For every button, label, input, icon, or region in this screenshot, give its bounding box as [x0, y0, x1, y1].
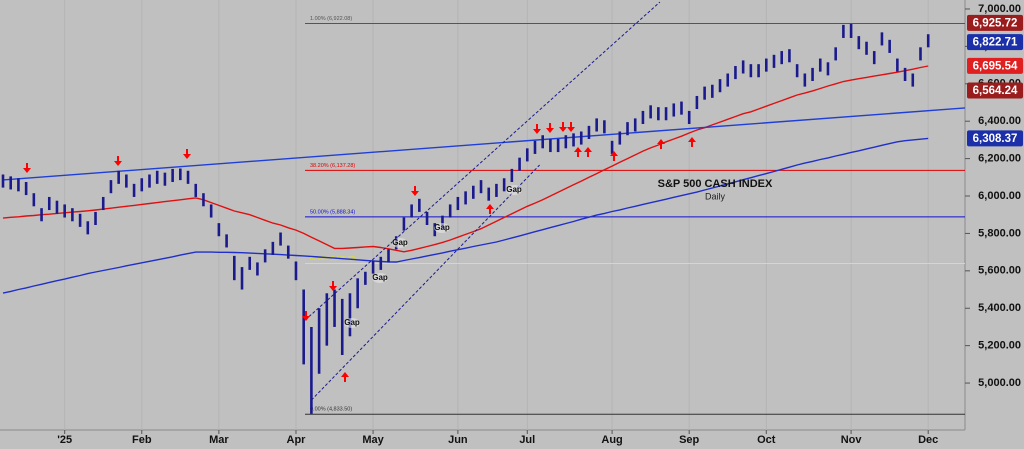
- y-tick-label: 5,000.00: [978, 377, 1021, 389]
- x-tick-label: '25: [57, 434, 72, 446]
- plot-area: 1.00% (6,922.08) 38.20% (6,137.28) 50.00% …: [1, 1, 965, 415]
- signal-arrow: [486, 204, 494, 214]
- trendline: [304, 1, 661, 321]
- gap-marker: [506, 185, 522, 195]
- signal-arrow: [411, 186, 419, 196]
- gap-marker: [344, 318, 360, 328]
- y-tick-label: 6,400.00: [978, 115, 1021, 127]
- price-label: 6,695.54: [973, 60, 1018, 72]
- signal-arrow: [559, 122, 567, 132]
- x-tick-label: Sep: [679, 434, 699, 446]
- price-label-box: [967, 130, 1023, 147]
- price-label-box: [967, 57, 1023, 74]
- moving-average: [2, 65, 929, 253]
- signal-arrow: [302, 311, 310, 321]
- signal-arrow: [688, 137, 696, 147]
- x-tick-label: Apr: [287, 434, 307, 446]
- moving-average: [2, 137, 929, 294]
- price-label-box: [967, 82, 1023, 99]
- signal-arrow: [341, 372, 349, 382]
- gap-label: Gap: [392, 238, 408, 247]
- x-tick-label: Mar: [209, 434, 229, 446]
- x-tick-label: Aug: [601, 434, 622, 446]
- chart-subtitle: Daily: [705, 191, 726, 201]
- axis: 5,000.00 5,200.00 5,400.00 5,600.00 5,800.00…: [57, 3, 1023, 446]
- price-label: 6,822.71: [973, 37, 1018, 49]
- y-tick-label: 5,600.00: [978, 265, 1021, 277]
- trendline: [2, 107, 965, 181]
- signal-arrow: [584, 147, 592, 157]
- x-tick-label: Feb: [132, 434, 152, 446]
- chart-title: S&P 500 CASH INDEX: [658, 178, 773, 190]
- signal-arrow: [610, 151, 618, 161]
- level-label: 61.80% (5,639.40): [310, 256, 355, 262]
- gap-label: Gap: [344, 318, 360, 327]
- x-tick-label: Dec: [918, 434, 938, 446]
- level-label: 0.00% (4,833.50): [310, 407, 352, 413]
- gap-marker: [372, 273, 388, 283]
- y-tick-label: 6,000.00: [978, 190, 1021, 202]
- x-tick-label: Jun: [448, 434, 468, 446]
- x-tick-label: Jul: [519, 434, 535, 446]
- y-tick-label: 5,200.00: [978, 340, 1021, 352]
- y-tick-label: 5,400.00: [978, 302, 1021, 314]
- price-label-box: [967, 14, 1023, 31]
- price-label: 6,308.37: [973, 133, 1018, 145]
- level-label: 50.00% (5,888.34): [310, 209, 355, 215]
- gap-label: Gap: [372, 273, 388, 282]
- signal-arrow: [574, 147, 582, 157]
- gap-marker: [392, 238, 408, 248]
- gap-marker: [434, 223, 450, 233]
- price-label: 6,564.24: [973, 85, 1018, 97]
- signal-arrow: [329, 281, 337, 291]
- signal-arrow: [546, 123, 554, 133]
- gap-label: Gap: [434, 223, 450, 232]
- price-label: 6,925.72: [973, 17, 1018, 29]
- signal-arrow: [23, 163, 31, 173]
- price-label-box: [967, 34, 1023, 51]
- y-tick-label: 6,200.00: [978, 153, 1021, 165]
- signal-arrow: [657, 139, 665, 149]
- y-tick-label: 5,800.00: [978, 227, 1021, 239]
- x-tick-label: Oct: [757, 434, 776, 446]
- gap-label: Gap: [506, 185, 522, 194]
- grid: [64, 0, 929, 430]
- level-label: 1.00% (6,922.08): [310, 16, 352, 22]
- y-tick-label: 7,000.00: [978, 3, 1021, 15]
- signal-arrow: [114, 156, 122, 166]
- level-label: 38.20% (6,137.28): [310, 163, 355, 169]
- x-tick-label: May: [362, 434, 384, 446]
- x-tick-label: Nov: [841, 434, 863, 446]
- signal-arrow: [567, 122, 575, 132]
- signal-arrow: [533, 124, 541, 134]
- signal-arrow: [183, 149, 191, 159]
